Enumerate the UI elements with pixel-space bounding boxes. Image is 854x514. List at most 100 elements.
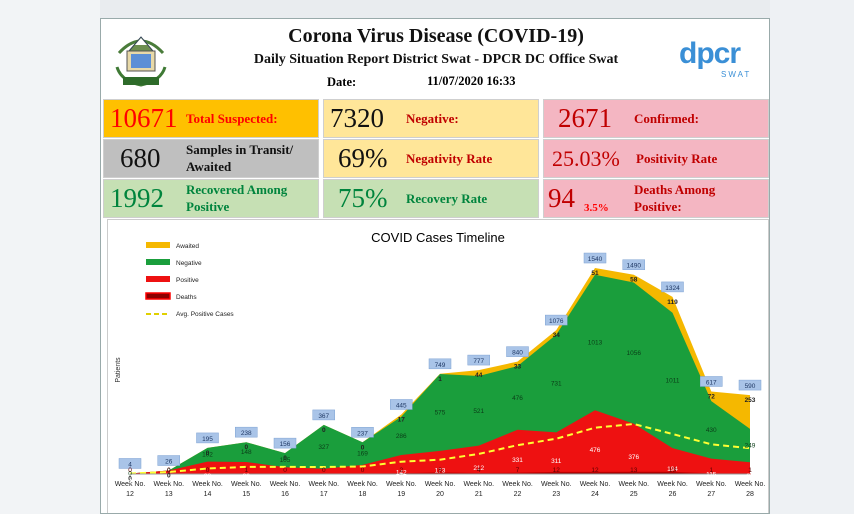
positive-data-label: 40 (320, 476, 328, 483)
awaited-data-label: 72 (708, 393, 716, 400)
awaited-data-label: 0 (283, 455, 287, 462)
legend-label-deaths: Deaths (176, 294, 197, 301)
deaths-data-label: 1 (244, 467, 248, 474)
total-data-label: 1324 (665, 285, 680, 292)
confirmed-value: 2671 (558, 103, 612, 133)
recovered-label-line1: Recovered Among (186, 182, 288, 197)
awaited-data-label: 58 (630, 277, 638, 284)
negative-data-label: 1013 (588, 340, 603, 347)
confirmed-label: Confirmed: (634, 111, 699, 126)
positive-data-label: 476 (590, 447, 601, 454)
awaited-data-label: 0 (322, 427, 326, 434)
x-tick-label-week: 23 (552, 491, 560, 498)
total-label-box (157, 455, 180, 466)
positive-data-label: 142 (396, 470, 407, 477)
deaths-value: 94 (548, 183, 575, 213)
total-data-label: 4 (128, 461, 132, 468)
total-label-box (700, 376, 723, 387)
timeline-chart: COVID Cases Timeline Patients Awaited Negat… (107, 219, 769, 513)
awaited-data-label: 0 (128, 475, 132, 482)
negativity-rate-label: Negativity Rate (406, 151, 493, 166)
legend-label-positive: Positive (176, 277, 199, 284)
positive-data-label: 88 (746, 473, 754, 480)
positive-data-label: 68 (359, 474, 367, 481)
negative-label: Negative: (406, 111, 459, 126)
deaths-data-label: 12 (591, 467, 599, 474)
total-data-label: 1540 (588, 256, 603, 263)
x-tick-label-week: 18 (359, 491, 367, 498)
positivity-rate-label: Positivity Rate (636, 151, 718, 166)
deaths-data-label: 8 (438, 467, 442, 474)
negative-data-label: 521 (473, 408, 484, 415)
negativity-rate-value: 69% (338, 143, 388, 173)
tile-positivity-rate: 25.03% Positivity Rate (543, 139, 769, 178)
x-tick-label: Week No. (541, 481, 572, 488)
negative-data-label: 286 (396, 433, 407, 440)
kp-government-logo (115, 36, 167, 87)
x-tick-label-week: 17 (320, 491, 328, 498)
total-label-box (196, 432, 219, 444)
negative-data-label: 102 (202, 452, 213, 459)
x-tick-label: Week No. (618, 481, 649, 488)
x-tick-label: Week No. (735, 481, 766, 488)
total-suspected-value: 10671 (110, 103, 178, 133)
legend-swatch-deaths (145, 292, 171, 300)
avg-positive-line (129, 422, 751, 475)
x-tick-label-week: 12 (126, 491, 134, 498)
total-label-box (583, 252, 607, 264)
negative-data-label: 249 (745, 443, 756, 450)
awaited-data-label: 17 (398, 416, 406, 423)
samples-transit-value: 680 (120, 143, 161, 173)
awaited-data-label: 0 (361, 444, 365, 451)
negative-data-label: 169 (357, 451, 368, 458)
background-left (0, 0, 100, 514)
deaths-data-label: 4 (477, 467, 481, 474)
negative-value: 7320 (330, 103, 384, 133)
total-label-box (661, 281, 684, 293)
x-tick-label-week: 22 (514, 491, 522, 498)
legend-label-awaited: Awaited (176, 243, 199, 250)
x-tick-label-week: 15 (242, 491, 250, 498)
total-label-box (312, 409, 335, 421)
total-label-box (545, 314, 568, 326)
negative-data-label: 327 (318, 444, 329, 451)
total-data-label: 617 (706, 379, 717, 386)
total-data-label: 445 (396, 402, 407, 409)
negative-data-label: 1056 (627, 350, 642, 357)
awaited-data-label: 0 (206, 450, 210, 457)
deaths-data-label: 1 (748, 467, 752, 474)
x-tick-label: Week No. (231, 481, 262, 488)
negative-data-label: 1011 (666, 377, 680, 384)
negative-data-label: 0 (167, 468, 171, 475)
tile-recovered: 1992 Recovered Among Positive (103, 179, 319, 218)
tile-recovery-rate: 75% Recovery Rate (323, 179, 539, 218)
positivity-rate-value: 25.03% (552, 146, 620, 171)
dpcr-logo-text: dpcr (679, 37, 741, 70)
samples-transit-label-line1: Samples in Transit/ (186, 142, 294, 157)
x-tick-label: Week No. (270, 481, 301, 488)
x-tick-label: Week No. (657, 481, 688, 488)
awaited-data-label: 0 (167, 473, 171, 480)
x-tick-label: Week No. (696, 481, 727, 488)
positive-data-label: 212 (473, 465, 484, 472)
negative-data-label: 148 (241, 449, 252, 456)
deaths-data-label: 2 (399, 467, 403, 474)
x-tick-label: Week No. (502, 481, 533, 488)
tile-negative: 7320 Negative: (323, 99, 539, 138)
deaths-label-line2: Positive: (634, 199, 682, 214)
report-card: Corona Virus Disease (COVID-19) Daily Si… (100, 18, 770, 514)
positive-data-label: 115 (706, 471, 717, 478)
positive-data-label: 376 (628, 454, 639, 461)
x-tick-label-week: 14 (204, 491, 212, 498)
deaths-data-label: 1 (709, 467, 713, 474)
negative-data-label: 476 (512, 395, 523, 402)
total-data-label: 195 (202, 436, 213, 443)
deaths-data-label: 7 (516, 467, 520, 474)
awaited-data-label: 253 (745, 397, 756, 404)
report-subtitle: Daily Situation Report District Swat - D… (253, 52, 619, 67)
positive-data-label: 173 (435, 467, 446, 474)
x-tick-label-week: 16 (281, 491, 289, 498)
positive-data-label: 311 (551, 458, 562, 465)
total-label-box (235, 426, 258, 438)
deaths-data-label: 13 (669, 467, 677, 474)
